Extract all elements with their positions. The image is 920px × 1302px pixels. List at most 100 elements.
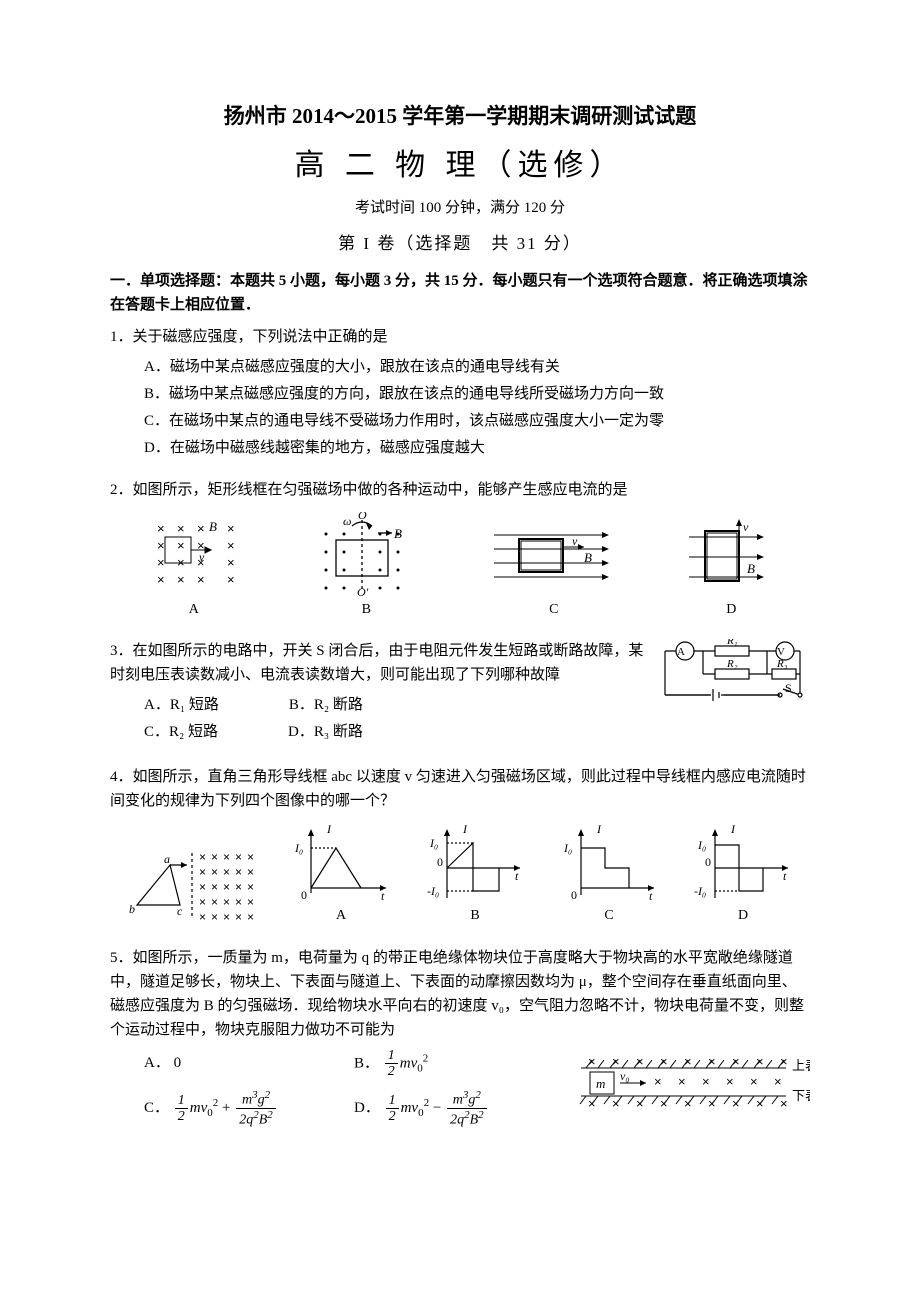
svg-text:×: × [247,880,254,894]
q3-option-c: C．R₂ 短路 [144,720,218,744]
q3-voltmeter: V [777,646,785,658]
q4a-0: 0 [301,888,307,902]
q2-fig-b-svg: O O′ B ω [306,512,426,597]
q4-graph-b: I t I₀ -I₀ 0 B [425,823,525,927]
question-2: 2．如图所示，矩形线框在匀强磁场中做的各种运动中，能够产生感应电流的是 ××××… [110,478,810,621]
section-instructions: 一．单项选择题：本题共 5 小题，每小题 3 分，共 15 分．每小题只有一个选… [110,269,810,317]
exam-subtitle: 考试时间 100 分钟，满分 120 分 [110,196,810,220]
exam-title-line1: 扬州市 2014～2015 学年第一学期期末调研测试试题 [110,100,810,134]
q2-fig-d-svg: v B [681,517,781,597]
svg-text:×: × [726,1074,734,1089]
q4-label-a: A [291,905,391,927]
q4b-I0: I₀ [429,836,438,850]
svg-text:×: × [177,538,185,553]
q5-top-label: 上表面 [792,1058,810,1073]
q4a-I: I [326,823,332,836]
q5-figure: ××××××××× ×××××× ××××××××× m v₀ 上表面 下表面 [576,1048,810,1128]
svg-text:×: × [684,1096,692,1111]
svg-text:×: × [780,1054,788,1069]
q3-ammeter: A [677,646,685,658]
q5c-prefix: C． [144,1100,169,1116]
q5-v0: v₀ [620,1069,630,1083]
svg-text:×: × [211,850,218,864]
svg-text:×: × [235,850,242,864]
q4-label-b: B [425,905,525,927]
q2a-v: v [199,550,205,564]
q2-figures: ×××× ×××× ×××× ×××× B v A [110,512,810,621]
q4-c: c [177,904,183,918]
q2b-O: O [358,512,367,522]
svg-text:×: × [235,910,242,924]
svg-text:×: × [708,1054,716,1069]
svg-text:×: × [660,1096,668,1111]
question-3: 3．在如图所示的电路中，开关 S 闭合后，由于电阻元件发生短路或断路故障，某时刻… [110,639,810,747]
q4b-t: t [515,869,519,883]
svg-text:×: × [612,1096,620,1111]
svg-text:×: × [211,865,218,879]
svg-text:×: × [157,555,165,570]
q5a-val: 0 [174,1055,182,1071]
q5d-prefix: D． [354,1100,380,1116]
svg-text:×: × [247,910,254,924]
q4c-0: 0 [571,888,577,902]
svg-text:×: × [684,1054,692,1069]
q2-fig-b: O O′ B ω B [306,512,426,621]
q2-label-a: A [139,599,249,621]
q5b-prefix: B． [354,1055,379,1071]
svg-text:×: × [612,1054,620,1069]
question-4: 4．如图所示，直角三角形导线框 abc 以速度 v 匀速进入匀强磁场区域，则此过… [110,765,810,927]
q4-graph-a: I t I₀ 0 A [291,823,391,927]
svg-text:×: × [588,1096,596,1111]
svg-text:×: × [223,865,230,879]
svg-text:×: × [247,895,254,909]
svg-text:×: × [247,850,254,864]
svg-text:×: × [223,910,230,924]
q2-fig-c-svg: v B [484,517,624,597]
q4d-nI0: -I₀ [694,884,706,898]
q2-fig-d: v B D [681,517,781,621]
svg-text:×: × [702,1074,710,1089]
svg-text:×: × [223,850,230,864]
q3-option-b: B．R₂ 断路 [289,693,363,717]
svg-text:×: × [636,1096,644,1111]
q3-R1: R₁ [726,639,738,647]
q4-graph-d: I t I₀ -I₀ 0 D [693,823,793,927]
svg-text:×: × [732,1096,740,1111]
q2-fig-a: ×××× ×××× ×××× ×××× B v A [139,517,249,621]
q4d-I: I [730,823,736,836]
q4c-I: I [596,823,602,836]
q3-S: S [785,681,792,695]
q4d-0: 0 [705,855,711,869]
svg-text:×: × [211,895,218,909]
q1-option-c: C．在磁场中某点的通电导线不受磁场力作用时，该点磁感应强度大小一定为零 [144,409,810,433]
svg-text:×: × [197,521,205,536]
q3-option-a: A．R₁ 短路 [144,693,219,717]
svg-text:×: × [227,572,235,587]
q5-text: 5．如图所示，一质量为 m，电荷量为 q 的带正电绝缘体物块位于高度略大于物块高… [110,946,810,1042]
q4b-0: 0 [437,855,443,869]
q4b-nI0: -I₀ [427,884,439,898]
svg-text:×: × [199,895,206,909]
q4-b: b [129,902,135,916]
svg-text:×: × [660,1054,668,1069]
q1-option-d: D．在磁场中磁感线越密集的地方，磁感应强度越大 [144,436,810,460]
svg-text:×: × [235,895,242,909]
q2b-B: B [394,526,402,541]
q3-circuit: A V R₁ R₂ R₃ S [655,639,810,729]
q4a-I0: I₀ [294,841,303,855]
svg-text:×: × [157,521,165,536]
q4-graph-c: I t I₀ 0 C [559,823,659,927]
q5a-prefix: A． [144,1055,170,1071]
q1-option-a: A．磁场中某点磁感应强度的大小，跟放在该点的通电导线有关 [144,355,810,379]
q4-triangle-field: ××××× ××××× ××××× ××××× ××××× a b c [127,843,257,928]
q2-fig-c: v B C [484,517,624,621]
svg-text:×: × [774,1074,782,1089]
svg-text:×: × [235,880,242,894]
q5-option-a: A． 0 [144,1051,354,1075]
q2-fig-a-svg: ×××× ×××× ×××× ×××× B v [139,517,249,597]
q4d-t: t [783,869,787,883]
svg-text:×: × [588,1054,596,1069]
svg-text:×: × [780,1096,788,1111]
q2-label-d: D [681,599,781,621]
q4a-t: t [381,889,385,903]
